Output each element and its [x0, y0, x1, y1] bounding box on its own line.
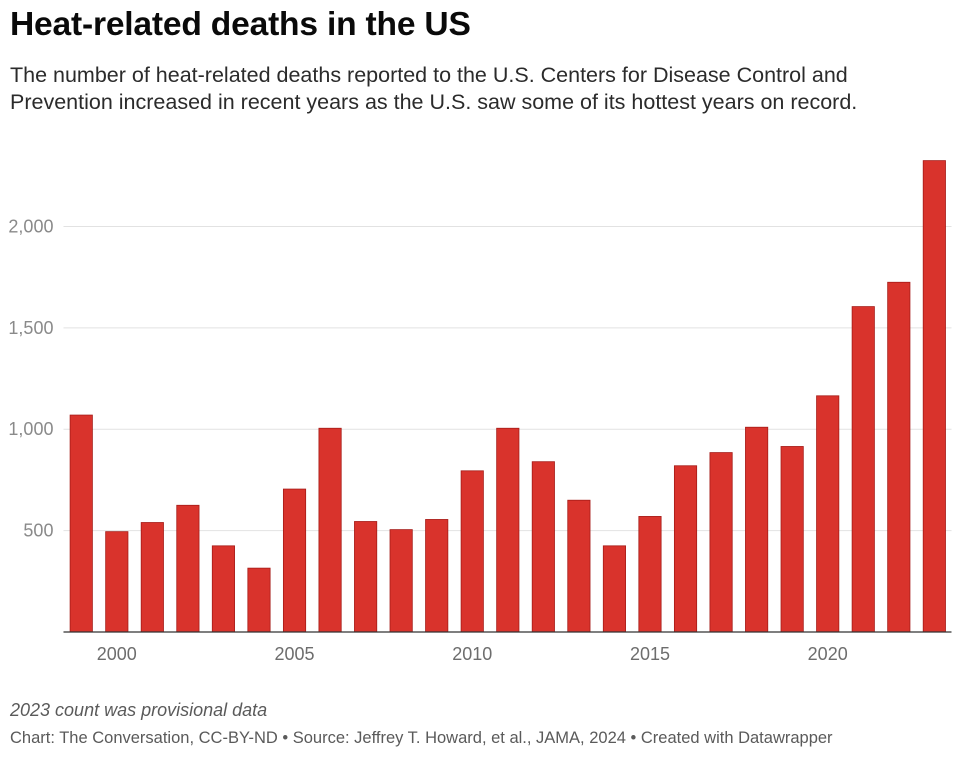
svg-text:2020: 2020 [808, 644, 848, 664]
svg-text:2005: 2005 [274, 644, 314, 664]
svg-text:2000: 2000 [97, 644, 137, 664]
svg-text:1,000: 1,000 [8, 419, 53, 439]
svg-text:1,500: 1,500 [8, 318, 53, 338]
svg-text:500: 500 [23, 521, 53, 541]
svg-text:2,000: 2,000 [8, 217, 53, 237]
svg-text:2015: 2015 [630, 644, 670, 664]
svg-text:2010: 2010 [452, 644, 492, 664]
